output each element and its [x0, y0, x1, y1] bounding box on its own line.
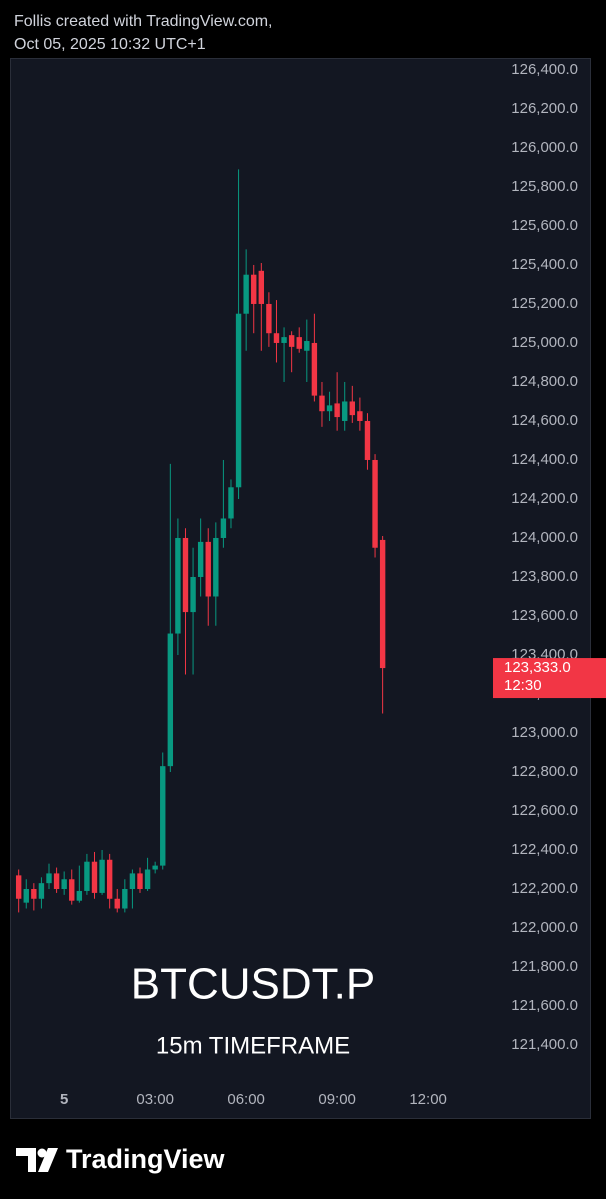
candle-body [228, 487, 234, 519]
y-tick-label: 121,400.0 [511, 1036, 578, 1053]
candle-body [349, 401, 356, 416]
candle-body [31, 889, 37, 899]
x-tick-label: 12:00 [409, 1091, 447, 1108]
candle-body [235, 313, 242, 488]
candle-body [326, 405, 333, 412]
countdown-label: 12:30 [504, 677, 542, 694]
candle-body [129, 873, 136, 890]
candle-body [334, 403, 340, 418]
candle-body [243, 274, 249, 314]
candle-body [106, 859, 113, 899]
candle-body [152, 865, 158, 870]
y-tick-label: 124,800.0 [511, 373, 578, 390]
candle-body [69, 879, 75, 901]
candle-body [372, 459, 378, 548]
subtitle: 15m TIMEFRAME [156, 1032, 350, 1059]
y-tick-label: 121,800.0 [511, 958, 578, 975]
candle-body [273, 333, 280, 343]
y-tick-label: 122,400.0 [511, 841, 578, 858]
candle-body [281, 337, 287, 343]
candle-body [38, 883, 45, 899]
candle-body [311, 342, 318, 396]
y-tick-label: 126,400.0 [511, 61, 578, 78]
y-tick-label: 124,400.0 [511, 451, 578, 468]
x-tick-label: 09:00 [318, 1091, 356, 1108]
y-tick-label: 125,200.0 [511, 295, 578, 312]
y-tick-label: 126,000.0 [511, 139, 578, 156]
y-tick-label: 125,000.0 [511, 334, 578, 351]
candle-body [175, 537, 181, 634]
candle-body [167, 633, 174, 767]
y-tick-label: 125,800.0 [511, 178, 578, 195]
candle-body [91, 861, 98, 893]
y-tick-label: 121,600.0 [511, 997, 578, 1014]
candle-body [76, 890, 83, 901]
x-tick-label: 5 [60, 1091, 68, 1108]
y-tick-label: 124,000.0 [511, 529, 578, 546]
y-tick-label: 123,000.0 [511, 724, 578, 741]
candle-body [319, 395, 325, 412]
candle-body [23, 889, 29, 903]
logo-icon [16, 1148, 58, 1172]
candle-body [296, 337, 302, 349]
logo-shape [16, 1148, 36, 1172]
candle-body [182, 537, 189, 613]
y-tick-label: 125,400.0 [511, 256, 578, 273]
candle-body [288, 335, 295, 347]
y-tick-label: 124,200.0 [511, 490, 578, 507]
candle-body [342, 401, 348, 421]
candle-body [364, 420, 371, 460]
chart-panel [10, 58, 591, 1119]
candle-body [205, 541, 211, 597]
candle-body [357, 411, 363, 421]
candle-body [99, 859, 105, 893]
y-tick-label: 126,200.0 [511, 100, 578, 117]
y-tick-label: 125,600.0 [511, 217, 578, 234]
candle-body [304, 341, 310, 351]
candle-body [160, 766, 166, 866]
candle-body [114, 898, 120, 909]
y-tick-label: 122,200.0 [511, 880, 578, 897]
logo-shape [38, 1148, 58, 1172]
candle-body [46, 873, 52, 884]
candle-body [15, 875, 22, 899]
y-tick-label: 122,000.0 [511, 919, 578, 936]
candle-body [53, 873, 60, 890]
last-price-label: 123,333.0 [504, 659, 571, 676]
candle-body [137, 873, 143, 890]
candle-body [190, 576, 196, 613]
header-line: Oct 05, 2025 10:32 UTC+1 [14, 36, 206, 53]
candle-body [84, 861, 90, 891]
y-tick-label: 123,800.0 [511, 568, 578, 585]
candle-body [258, 270, 265, 304]
watermark: BTCUSDT.P [131, 960, 375, 1009]
last-price-box [493, 658, 606, 699]
candle-body [213, 537, 219, 597]
y-tick-label: 124,600.0 [511, 412, 578, 429]
candle-body [197, 541, 204, 577]
candle-body [251, 274, 257, 304]
header-line: Follis created with TradingView.com, [14, 13, 272, 30]
logo-text: TradingView [66, 1144, 226, 1174]
x-tick-label: 03:00 [136, 1091, 174, 1108]
candle-body [266, 303, 272, 334]
y-tick-label: 123,600.0 [511, 607, 578, 624]
x-tick-label: 06:00 [227, 1091, 265, 1108]
candle-body [379, 539, 386, 669]
y-tick-label: 122,600.0 [511, 802, 578, 819]
y-tick-label: 122,800.0 [511, 763, 578, 780]
candle-body [122, 889, 128, 909]
candle-body [61, 879, 67, 890]
candle-body [220, 518, 227, 538]
logo-shape [37, 1148, 47, 1158]
candle-body [144, 869, 151, 890]
